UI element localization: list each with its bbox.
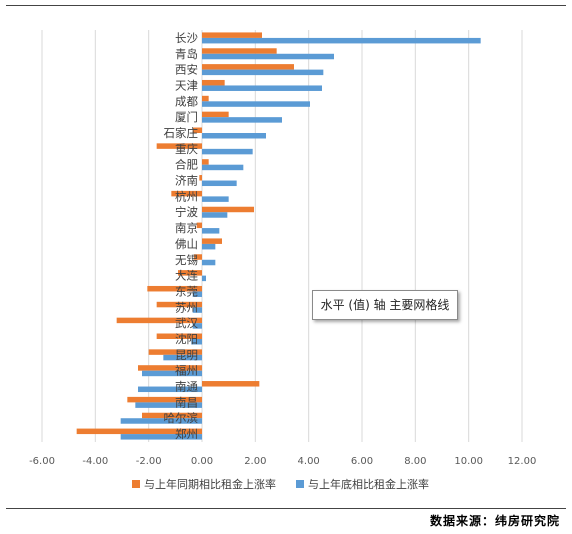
bar-yoy-23 <box>127 396 202 403</box>
category-label-5: 厦门 <box>175 110 198 124</box>
x-tick-label-8: 10.00 <box>454 456 483 467</box>
bar-yoy-25 <box>76 428 202 435</box>
category-label-24: 哈尔滨 <box>164 411 199 425</box>
category-label-2: 西安 <box>175 63 198 77</box>
bar-ytd-19 <box>191 339 202 345</box>
x-tick-label-1: -4.00 <box>82 456 108 467</box>
bar-yoy-21 <box>138 365 202 371</box>
category-label-17: 苏州 <box>175 300 198 314</box>
bar-yoy-22 <box>202 381 260 387</box>
category-label-4: 成都 <box>175 94 198 108</box>
x-tick-label-3: 0.00 <box>191 456 213 467</box>
source-note: 数据来源：纬房研究院 <box>429 514 560 528</box>
bar-yoy-0 <box>202 32 262 38</box>
bar-yoy-16 <box>147 285 202 292</box>
bar-yoy-3 <box>202 79 225 86</box>
bottom-divider <box>6 508 566 509</box>
category-label-25: 郑州 <box>175 427 198 441</box>
category-label-11: 宁波 <box>175 205 198 219</box>
bar-ytd-16 <box>192 291 202 297</box>
bar-yoy-7 <box>156 143 202 149</box>
bar-ytd-13 <box>202 243 216 250</box>
category-label-18: 武汉 <box>175 316 198 330</box>
bar-yoy-14 <box>194 254 202 260</box>
bar-ytd-6 <box>202 133 266 139</box>
bar-ytd-12 <box>202 228 220 234</box>
bar-yoy-6 <box>192 127 202 133</box>
top-divider <box>6 5 566 6</box>
bar-ytd-1 <box>202 53 334 60</box>
category-label-7: 重庆 <box>175 142 198 156</box>
x-tick-label-0: -6.00 <box>29 456 55 467</box>
category-label-6: 石家庄 <box>164 126 199 140</box>
bar-ytd-9 <box>202 180 237 187</box>
category-label-15: 大连 <box>175 269 198 283</box>
category-label-14: 无锡 <box>175 253 198 267</box>
category-label-20: 昆明 <box>175 348 198 362</box>
x-tick-label-6: 6.00 <box>351 456 373 467</box>
bar-ytd-22 <box>138 386 202 393</box>
bar-ytd-2 <box>202 69 324 76</box>
category-label-21: 福州 <box>175 364 198 378</box>
bar-ytd-18 <box>192 323 202 329</box>
x-tick-label-2: -2.00 <box>136 456 162 467</box>
category-label-13: 佛山 <box>175 237 198 251</box>
category-label-3: 天津 <box>175 78 198 92</box>
category-label-0: 长沙 <box>175 31 198 45</box>
bar-yoy-5 <box>202 111 229 118</box>
bar-yoy-15 <box>178 270 202 276</box>
bar-ytd-24 <box>120 418 202 424</box>
bar-ytd-7 <box>202 148 253 155</box>
category-label-19: 沈阳 <box>175 332 198 346</box>
category-label-23: 南昌 <box>175 395 198 409</box>
category-label-16: 东莞 <box>175 284 198 298</box>
bar-ytd-4 <box>202 101 310 107</box>
bar-ytd-11 <box>202 212 228 218</box>
bar-yoy-11 <box>202 206 254 213</box>
bar-ytd-15 <box>202 275 206 282</box>
category-label-9: 济南 <box>175 174 198 188</box>
legend-label-0: 与上年同期相比租金上涨率 <box>144 477 276 491</box>
bar-yoy-17 <box>156 301 202 308</box>
bar-ytd-5 <box>202 117 282 123</box>
bar-ytd-17 <box>192 307 202 313</box>
bar-yoy-13 <box>202 238 222 244</box>
bar-yoy-4 <box>202 95 209 102</box>
bar-yoy-19 <box>156 333 202 339</box>
bar-ytd-0 <box>202 37 481 44</box>
bar-yoy-9 <box>199 175 202 181</box>
bar-ytd-21 <box>142 370 202 377</box>
legend-swatch-0 <box>132 480 140 488</box>
x-tick-label-4: 2.00 <box>244 456 266 467</box>
x-tick-label-7: 8.00 <box>404 456 426 467</box>
bar-ytd-23 <box>135 402 202 408</box>
bar-yoy-24 <box>142 412 202 419</box>
category-label-12: 南京 <box>175 221 198 235</box>
bar-yoy-18 <box>116 317 202 324</box>
category-label-10: 杭州 <box>175 189 198 203</box>
bar-yoy-1 <box>202 48 277 54</box>
gridline-tooltip: 水平 (值) 轴 主要网格线 <box>312 290 458 320</box>
bar-yoy-10 <box>171 190 202 197</box>
bar-ytd-10 <box>202 196 229 202</box>
bar-ytd-25 <box>120 434 202 440</box>
bar-yoy-20 <box>148 349 202 355</box>
legend-swatch-1 <box>296 480 304 488</box>
bar-yoy-8 <box>202 159 209 165</box>
x-tick-label-9: 12.00 <box>508 456 537 467</box>
bar-ytd-20 <box>163 354 202 361</box>
legend-label-1: 与上年底相比租金上涨率 <box>308 477 429 491</box>
category-label-1: 青岛 <box>175 47 198 61</box>
x-tick-label-5: 4.00 <box>298 456 320 467</box>
bar-yoy-2 <box>202 64 294 70</box>
category-label-8: 合肥 <box>175 158 198 172</box>
bar-ytd-3 <box>202 85 322 91</box>
bar-ytd-14 <box>202 259 216 266</box>
bar-yoy-12 <box>196 222 202 229</box>
category-label-22: 南通 <box>175 380 198 394</box>
bar-ytd-8 <box>202 164 244 171</box>
